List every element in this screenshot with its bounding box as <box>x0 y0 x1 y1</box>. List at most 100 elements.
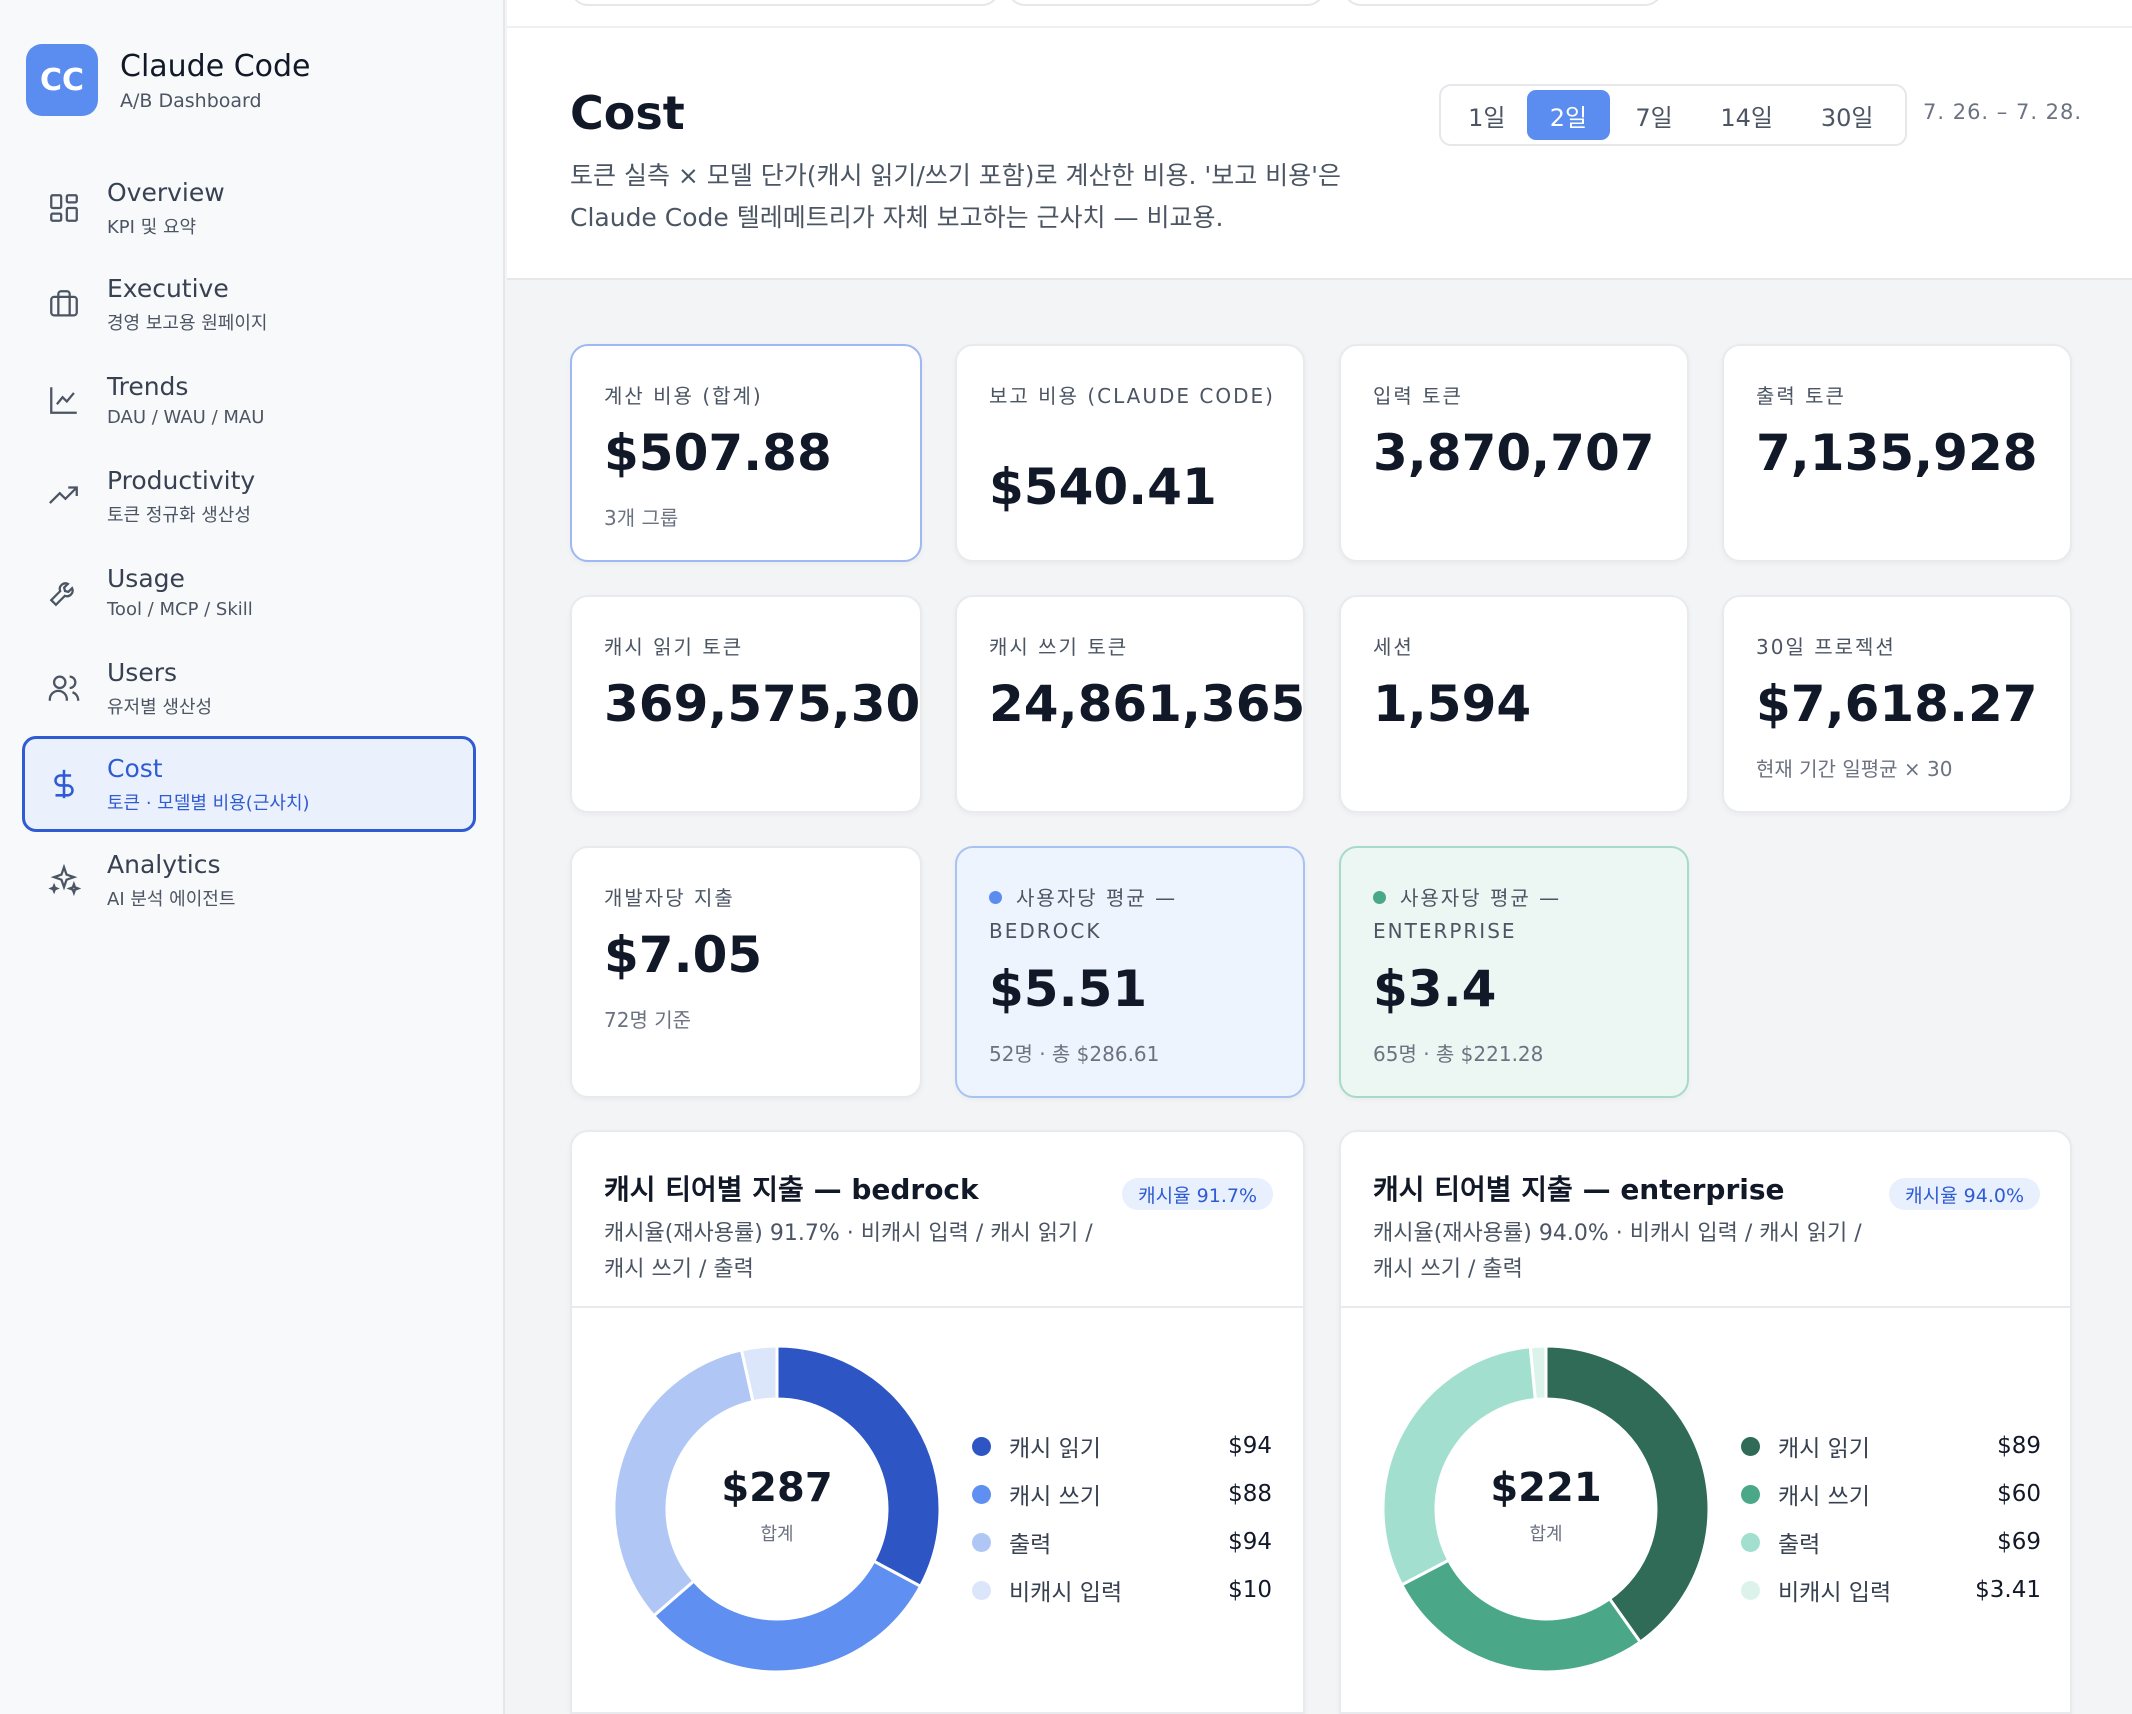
panel-title: 캐시 티어별 지출 — enterprise <box>1373 1173 1785 1206</box>
brand-title: Claude Code <box>120 48 311 84</box>
kpi-card-per-developer: 개발자당 지출 $7.05 72명 기준 <box>570 846 922 1098</box>
filter-pill[interactable] <box>1007 0 1325 6</box>
sidebar-item-label: Overview <box>107 177 225 207</box>
sidebar-item-sub: 경영 보고용 원페이지 <box>107 312 268 334</box>
legend-item: 캐시 읽기 $94 <box>972 1422 1272 1470</box>
donut-slice[interactable] <box>1528 1344 1548 1402</box>
sidebar-item-usage[interactable]: Usage Tool / MCP / Skill <box>22 544 476 640</box>
page-description: 토큰 실측 × 모델 단가(캐시 읽기/쓰기 포함)로 계산한 비용. '보고 … <box>570 161 1342 232</box>
legend-value: $94 <box>1228 1433 1272 1459</box>
sidebar-item-users[interactable]: Users 유저별 생산성 <box>22 640 476 736</box>
filter-pill[interactable] <box>570 0 1000 6</box>
kpi-label: 출력 토큰 <box>1756 384 1846 408</box>
legend-name: 캐시 읽기 <box>1778 1436 1870 1462</box>
kpi-value: $540.41 <box>989 458 1217 516</box>
legend-item: 캐시 쓰기 $60 <box>1741 1470 2041 1518</box>
brand-logo: CC <box>26 44 98 116</box>
sidebar-item-label: Cost <box>107 753 163 783</box>
kpi-label: 입력 토큰 <box>1373 384 1463 408</box>
kpi-label: 사용자당 평균 — BEDROCK <box>989 882 1289 948</box>
donut-slice[interactable] <box>1544 1344 1711 1645</box>
sidebar: CC Claude Code A/B Dashboard Overview KP… <box>0 0 505 1714</box>
kpi-card-per-user-enterprise: 사용자당 평균 — ENTERPRISE $3.4 65명 · 총 $221.2… <box>1339 846 1689 1098</box>
range-14d-button[interactable]: 14일 <box>1720 103 1773 132</box>
sidebar-item-analytics[interactable]: Analytics AI 분석 에이전트 <box>22 832 476 928</box>
legend-item: 비캐시 입력 $10 <box>972 1566 1272 1614</box>
sidebar-item-sub: 토큰 정규화 생산성 <box>107 504 251 526</box>
sidebar-item-sub: KPI 및 요약 <box>107 216 197 238</box>
sidebar-item-label: Executive <box>107 273 229 303</box>
cache-rate-badge: 캐시율 91.7% <box>1122 1178 1273 1210</box>
legend-value: $60 <box>1997 1481 2041 1507</box>
range-30d-button[interactable]: 30일 <box>1820 103 1874 132</box>
donut-slice[interactable] <box>775 1344 942 1589</box>
legend-dot <box>972 1580 991 1600</box>
wrench-icon <box>49 582 74 607</box>
sidebar-item-label: Analytics <box>107 849 221 879</box>
sidebar-item-trends[interactable]: Trends DAU / WAU / MAU <box>22 352 476 448</box>
legend-name: 비캐시 입력 <box>1778 1580 1892 1606</box>
legend-name: 캐시 읽기 <box>1009 1436 1101 1462</box>
kpi-card-cache-write-tokens: 캐시 쓰기 토큰 24,861,365 <box>955 595 1305 813</box>
kpi-value: $7.05 <box>604 926 763 984</box>
users-icon <box>48 675 80 701</box>
range-1d-button[interactable]: 1일 <box>1468 103 1506 132</box>
donut-slice[interactable] <box>651 1559 923 1674</box>
kpi-value: 3,870,707 <box>1373 424 1655 482</box>
kpi-value: 1,594 <box>1373 675 1532 733</box>
kpi-card-input-tokens: 입력 토큰 3,870,707 <box>1339 344 1689 562</box>
donut-total-label: 합계 <box>760 1524 794 1545</box>
cache-tier-panel-enterprise: 캐시 티어별 지출 — enterprise 캐시율 94.0% 캐시율(재사용… <box>1339 1130 2072 1714</box>
kpi-label: 세션 <box>1373 635 1414 659</box>
donut-slice[interactable] <box>1381 1345 1538 1587</box>
cache-rate-badge: 캐시율 94.0% <box>1889 1178 2040 1210</box>
kpi-value: 369,575,309 <box>604 675 922 733</box>
date-range-selector: 1일 2일 7일 14일 30일 <box>1439 84 1907 146</box>
legend-name: 비캐시 입력 <box>1009 1580 1123 1606</box>
kpi-note: 65명 · 총 $221.28 <box>1373 1042 1544 1066</box>
range-7d-button[interactable]: 7일 <box>1635 103 1673 132</box>
sidebar-item-cost[interactable]: Cost 토큰 · 모델별 비용(근사치) <box>22 736 476 832</box>
sidebar-item-executive[interactable]: Executive 경영 보고용 원페이지 <box>22 256 476 352</box>
donut-slice[interactable] <box>612 1348 755 1618</box>
briefcase-icon <box>50 290 78 317</box>
chart-legend: 캐시 읽기 $89 캐시 쓰기 $60 출력 $69 비캐시 입력 $3.41 <box>1741 1422 2041 1614</box>
kpi-card-output-tokens: 출력 토큰 7,135,928 <box>1722 344 2072 562</box>
panel-divider <box>1341 1306 2070 1308</box>
sidebar-nav: Overview KPI 및 요약 Executive 경영 보고용 원페이지 … <box>22 160 476 928</box>
kpi-card-cache-read-tokens: 캐시 읽기 토큰 369,575,309 <box>570 595 922 813</box>
kpi-label: 캐시 쓰기 토큰 <box>989 635 1129 659</box>
kpi-note: 52명 · 총 $286.61 <box>989 1042 1160 1066</box>
brand[interactable]: CC Claude Code A/B Dashboard <box>26 44 311 116</box>
brand-subtitle: A/B Dashboard <box>120 89 262 112</box>
bedrock-dot <box>989 891 1002 904</box>
legend-dot <box>1741 1532 1760 1552</box>
kpi-note: 3개 그룹 <box>604 506 679 530</box>
panel-title: 캐시 티어별 지출 — bedrock <box>604 1173 979 1206</box>
page-header: Cost 토큰 실측 × 모델 단가(캐시 읽기/쓰기 포함)로 계산한 비용.… <box>507 0 2132 280</box>
filter-pill[interactable] <box>1343 0 1663 6</box>
legend-dot <box>1741 1580 1760 1600</box>
kpi-label: 계산 비용 (합계) <box>604 384 763 408</box>
legend-name: 출력 <box>1009 1532 1052 1558</box>
legend-name: 캐시 쓰기 <box>1009 1484 1101 1510</box>
sidebar-item-label: Productivity <box>107 465 256 495</box>
sidebar-item-productivity[interactable]: Productivity 토큰 정규화 생산성 <box>22 448 476 544</box>
sidebar-item-overview[interactable]: Overview KPI 및 요약 <box>22 160 476 256</box>
legend-value: $3.41 <box>1975 1577 2041 1603</box>
panel-description: 캐시율(재사용률) 94.0% · 비캐시 입력 / 캐시 읽기 / 캐시 쓰기… <box>1373 1221 1862 1282</box>
donut-slice[interactable] <box>1399 1558 1643 1674</box>
legend-dot <box>1741 1484 1760 1504</box>
panel-description: 캐시율(재사용률) 91.7% · 비캐시 입력 / 캐시 읽기 / 캐시 쓰기… <box>604 1221 1093 1282</box>
kpi-value: $3.4 <box>1373 960 1497 1018</box>
cache-tier-panel-bedrock: 캐시 티어별 지출 — bedrock 캐시율 91.7% 캐시율(재사용률) … <box>570 1130 1305 1714</box>
kpi-value: $507.88 <box>604 424 832 482</box>
kpi-label: 보고 비용 (CLAUDE CODE) <box>989 384 1275 408</box>
kpi-label: 개발자당 지출 <box>604 886 735 910</box>
legend-dot <box>972 1484 991 1504</box>
range-2d-button[interactable]: 2일 <box>1526 90 1611 140</box>
donut-total: $287 <box>721 1465 833 1511</box>
sparkle-icon <box>48 863 81 897</box>
kpi-label-text: 사용자당 평균 — ENTERPRISE <box>1373 886 1562 943</box>
donut-slice[interactable] <box>739 1344 779 1404</box>
